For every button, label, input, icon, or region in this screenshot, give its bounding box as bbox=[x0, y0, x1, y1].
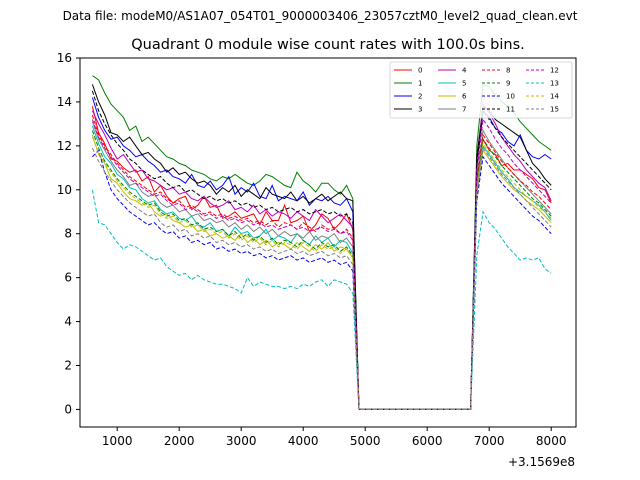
legend-label: 4 bbox=[462, 67, 467, 75]
y-tick-label: 6 bbox=[64, 271, 72, 285]
series-line-6 bbox=[91, 134, 552, 410]
y-tick-label: 8 bbox=[64, 227, 72, 241]
x-tick-label: 6000 bbox=[412, 434, 443, 448]
series-line-13 bbox=[91, 189, 552, 410]
legend-entry: 14 bbox=[526, 93, 559, 101]
x-tick-label: 4000 bbox=[288, 434, 319, 448]
legend-entry: 9 bbox=[482, 80, 510, 88]
series-line-8 bbox=[91, 114, 552, 410]
legend-entry: 1 bbox=[394, 80, 422, 88]
legend-entry: 0 bbox=[394, 67, 422, 75]
legend-box bbox=[389, 61, 573, 119]
legend-entry: 2 bbox=[394, 93, 422, 101]
legend-entry: 15 bbox=[526, 106, 559, 114]
legend-label: 15 bbox=[550, 106, 559, 114]
legend-entry: 3 bbox=[394, 106, 422, 114]
series-line-12 bbox=[91, 118, 552, 410]
legend-label: 8 bbox=[506, 67, 510, 75]
legend-label: 3 bbox=[418, 106, 422, 114]
legend-entry: 11 bbox=[482, 106, 515, 114]
y-tick-label: 12 bbox=[57, 139, 72, 153]
y-tick-label: 16 bbox=[57, 51, 72, 65]
y-tick-label: 2 bbox=[64, 359, 72, 373]
legend-label: 9 bbox=[506, 80, 510, 88]
x-tick-label: 8000 bbox=[536, 434, 567, 448]
legend-label: 13 bbox=[550, 80, 559, 88]
chart-title: Quadrant 0 module wise count rates with … bbox=[131, 37, 525, 53]
y-tick-label: 4 bbox=[64, 315, 72, 329]
y-tick-label: 0 bbox=[64, 402, 72, 416]
figure-label: Data file: modeM0/AS1A07_054T01_90000034… bbox=[63, 9, 578, 23]
legend-label: 10 bbox=[506, 93, 515, 101]
y-tick-label: 14 bbox=[57, 95, 72, 109]
legend-label: 12 bbox=[550, 67, 559, 75]
x-tick-label: 5000 bbox=[350, 434, 381, 448]
legend-entry: 7 bbox=[438, 106, 466, 114]
y-tick-label: 10 bbox=[57, 183, 72, 197]
legend-entry: 5 bbox=[438, 80, 466, 88]
legend-entry: 13 bbox=[526, 80, 559, 88]
x-tick-label: 3000 bbox=[226, 434, 257, 448]
x-offset-label: +3.1569e8 bbox=[508, 455, 575, 469]
legend-entry: 6 bbox=[438, 93, 467, 101]
legend-label: 7 bbox=[462, 106, 466, 114]
legend-label: 0 bbox=[418, 67, 422, 75]
legend-entry: 10 bbox=[482, 93, 515, 101]
legend-entry: 12 bbox=[526, 67, 559, 75]
legend-label: 5 bbox=[462, 80, 466, 88]
x-tick-label: 2000 bbox=[164, 434, 195, 448]
plot-lines bbox=[91, 75, 552, 410]
plot-frame bbox=[79, 57, 577, 428]
series-line-5 bbox=[91, 125, 552, 410]
legend-label: 1 bbox=[418, 80, 422, 88]
legend-label: 11 bbox=[506, 106, 515, 114]
legend-label: 14 bbox=[550, 93, 559, 101]
legend-label: 6 bbox=[462, 93, 467, 101]
legend-entry: 8 bbox=[482, 67, 510, 75]
legend-label: 2 bbox=[418, 93, 422, 101]
x-tick-label: 1000 bbox=[102, 434, 133, 448]
series-line-14 bbox=[91, 136, 552, 410]
legend-entry: 4 bbox=[438, 67, 467, 75]
axis-ticks: 1000 2000 3000 4000 5000 6000 7000 800002468101… bbox=[57, 51, 567, 448]
series-line-15 bbox=[91, 146, 552, 410]
x-tick-label: 7000 bbox=[474, 434, 505, 448]
